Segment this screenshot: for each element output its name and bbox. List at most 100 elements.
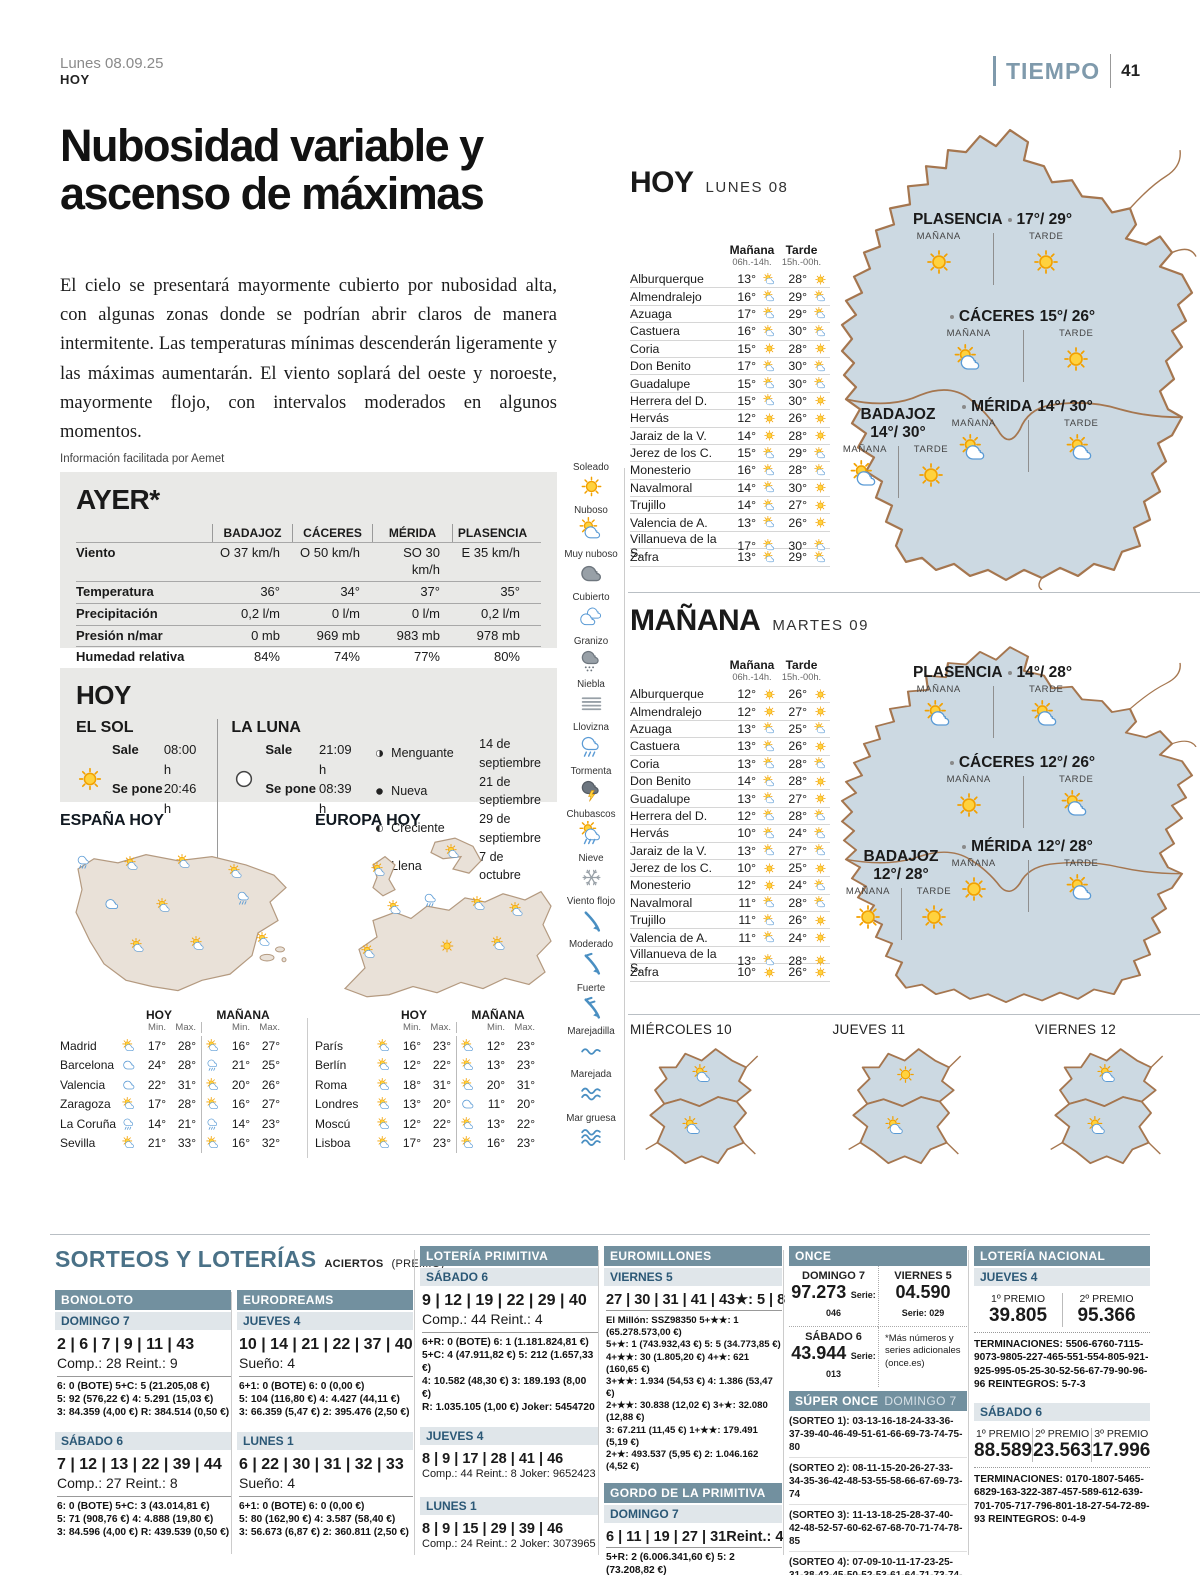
legend-item: Soleado [558, 462, 624, 505]
sun-icon [76, 765, 104, 793]
draw-prize-details: 6+R: 0 (BOTE) 6: 1 (1.181.824,81 €) 5+C:… [422, 1332, 598, 1415]
afternoon-weather-icon [809, 273, 827, 286]
today-weather-icon [122, 1038, 140, 1053]
town-row: Jerez de los C. 15° 29° [630, 445, 830, 463]
afternoon-weather-icon [809, 792, 827, 805]
legend-label: Chubascos [566, 809, 616, 821]
sunset-time: 20:46 h [163, 781, 197, 816]
once-draw: DOMINGO 7 97.273 Serie: 046 [789, 1266, 878, 1327]
super-once-draw-line: (SORTEO 1): 03-13-16-18-24-33-36-37-39-4… [789, 1411, 967, 1458]
value-caceres: 34° [340, 583, 360, 599]
city-temps: 17°/ 29° [1016, 211, 1073, 228]
morning-weather-icon [758, 446, 776, 460]
prize: 2º PREMIO 23.563 [1032, 1428, 1092, 1462]
draw-day: DOMINGO 7 [604, 1505, 782, 1524]
today-box-title: HOY [76, 680, 131, 710]
once-results: DOMINGO 7 97.273 Serie: 046 VIERNES 5 04… [789, 1266, 967, 1387]
afternoon-weather-icon [809, 931, 827, 944]
moon-phase-icon [373, 747, 391, 760]
city-name: Lisboa [315, 1136, 351, 1151]
legend-item: Muy nuboso [558, 549, 624, 592]
today-max: 28° [177, 1097, 196, 1112]
morning-temp: 16° [737, 289, 756, 304]
legend-weather-icon [579, 648, 604, 673]
moon-phase-icon [373, 785, 391, 798]
town-name: Zafra [630, 965, 659, 980]
legend-label: Llovizna [573, 722, 609, 734]
morning-weather-icon [758, 324, 776, 338]
town-name: Zafra [630, 550, 659, 565]
afternoon-weather-icon [809, 481, 827, 494]
afternoon-temp: 30° [788, 324, 807, 339]
town-row: Zafra 13° 29° [630, 549, 830, 567]
legend-item: Nieve [558, 853, 624, 896]
afternoon-temp: 27° [788, 843, 807, 858]
legend-label: Muy nuboso [564, 548, 618, 560]
afternoon-temp: 28° [788, 428, 807, 443]
row-label: Precipitación [76, 605, 158, 621]
city-name: BADAJOZ [860, 406, 936, 423]
section-title: TIEMPO [1006, 57, 1101, 84]
value-plasencia: E 35 km/h [461, 545, 520, 560]
morning-temp: 13° [737, 272, 756, 287]
today-town-table: Mañana Tarde 06h.-14h. 15h.-00h. Alburquer… [630, 243, 830, 567]
europe-weather-marker-icon [361, 944, 377, 960]
afternoon-temp: 28° [788, 463, 807, 478]
tomorrow-weather-icon [461, 1077, 479, 1092]
morning-weather-icon [758, 359, 776, 373]
spain-weather-marker-icon [190, 936, 206, 952]
afternoon-weather-icon [1061, 790, 1091, 820]
lottery-draw: SÁBADO 6 7 | 12 | 13 | 22 | 39 | 44 Comp… [55, 1431, 231, 1550]
value-badajoz: 0,2 l/m [240, 605, 280, 621]
town-row: Castuera 13° 26° [630, 738, 830, 756]
yesterday-title: AYER* [76, 484, 160, 515]
morning-weather-icon [758, 774, 776, 788]
town-row: Don Benito 14° 28° [630, 773, 830, 791]
town-row: Hervás 10° 24° [630, 825, 830, 843]
prize: 2º PREMIO 95.366 [1062, 1293, 1150, 1327]
afternoon-weather-icon [809, 705, 827, 718]
moon-phase-name: Menguante [391, 746, 454, 761]
col-badajoz: BADAJOZ [212, 524, 292, 542]
town-name: Jerez de los C. [630, 446, 713, 461]
city-name: CÁCERES [958, 308, 1035, 325]
town-row: Alburquerque 13° 28° [630, 271, 830, 289]
outlook-day: MIÉRCOLES 10 [630, 1022, 795, 1170]
today-weather-icon [377, 1116, 395, 1131]
tomorrow-max: 27° [261, 1097, 280, 1112]
prize: 1º PREMIO 88.589 [974, 1428, 1033, 1461]
masthead-bar [993, 56, 996, 86]
sunrise-time: 08:00 h [163, 742, 197, 777]
once-number: 43.944 [791, 1343, 847, 1363]
draw-day: SÁBADO 6 [420, 1268, 598, 1286]
afternoon-weather-icon [809, 862, 827, 875]
afternoon-temp: 24° [788, 826, 807, 841]
legend-weather-icon [579, 691, 604, 716]
town-name: Herrera del D. [630, 393, 708, 408]
city-name: BADAJOZ [863, 848, 939, 865]
today-max: 31° [177, 1077, 196, 1092]
legend-weather-icon [579, 1038, 604, 1063]
map-city-merida: MÉRIDA 12°/ 28° MAÑANA TARDE [920, 838, 1135, 914]
tomorrow-region-map: PLASENCIA 14°/ 28° MAÑANA TARDE CÁCERES 12… [830, 636, 1200, 1010]
once-number: 04.590 [895, 1282, 951, 1302]
tomorrow-weather-icon [461, 1097, 479, 1111]
spain-map [60, 834, 303, 1004]
city-row: Valencia 22° 31° 20° 26° [60, 1075, 303, 1095]
lottery-draw: JUEVES 4 8 | 9 | 17 | 28 | 41 | 46 Comp.… [420, 1426, 598, 1495]
legend-weather-icon [579, 1125, 604, 1150]
draw-numbers: 8 | 9 | 17 | 28 | 41 | 46 [422, 1450, 564, 1467]
today-max: 23° [432, 1136, 451, 1151]
afternoon-temp: 28° [788, 895, 807, 910]
prize: 3º PREMIO 17.996 [1091, 1428, 1151, 1462]
afternoon-temp: 28° [788, 272, 807, 287]
tomorrow-max: 31° [516, 1077, 535, 1092]
today-max: 33° [177, 1136, 196, 1151]
city-name: PLASENCIA [912, 664, 1003, 681]
afternoon-temp: 29° [788, 289, 807, 304]
city-name: PLASENCIA [912, 211, 1003, 228]
moon-icon [231, 766, 257, 792]
legend-label: Marejada [570, 1069, 612, 1081]
afternoon-weather-icon [809, 539, 827, 552]
